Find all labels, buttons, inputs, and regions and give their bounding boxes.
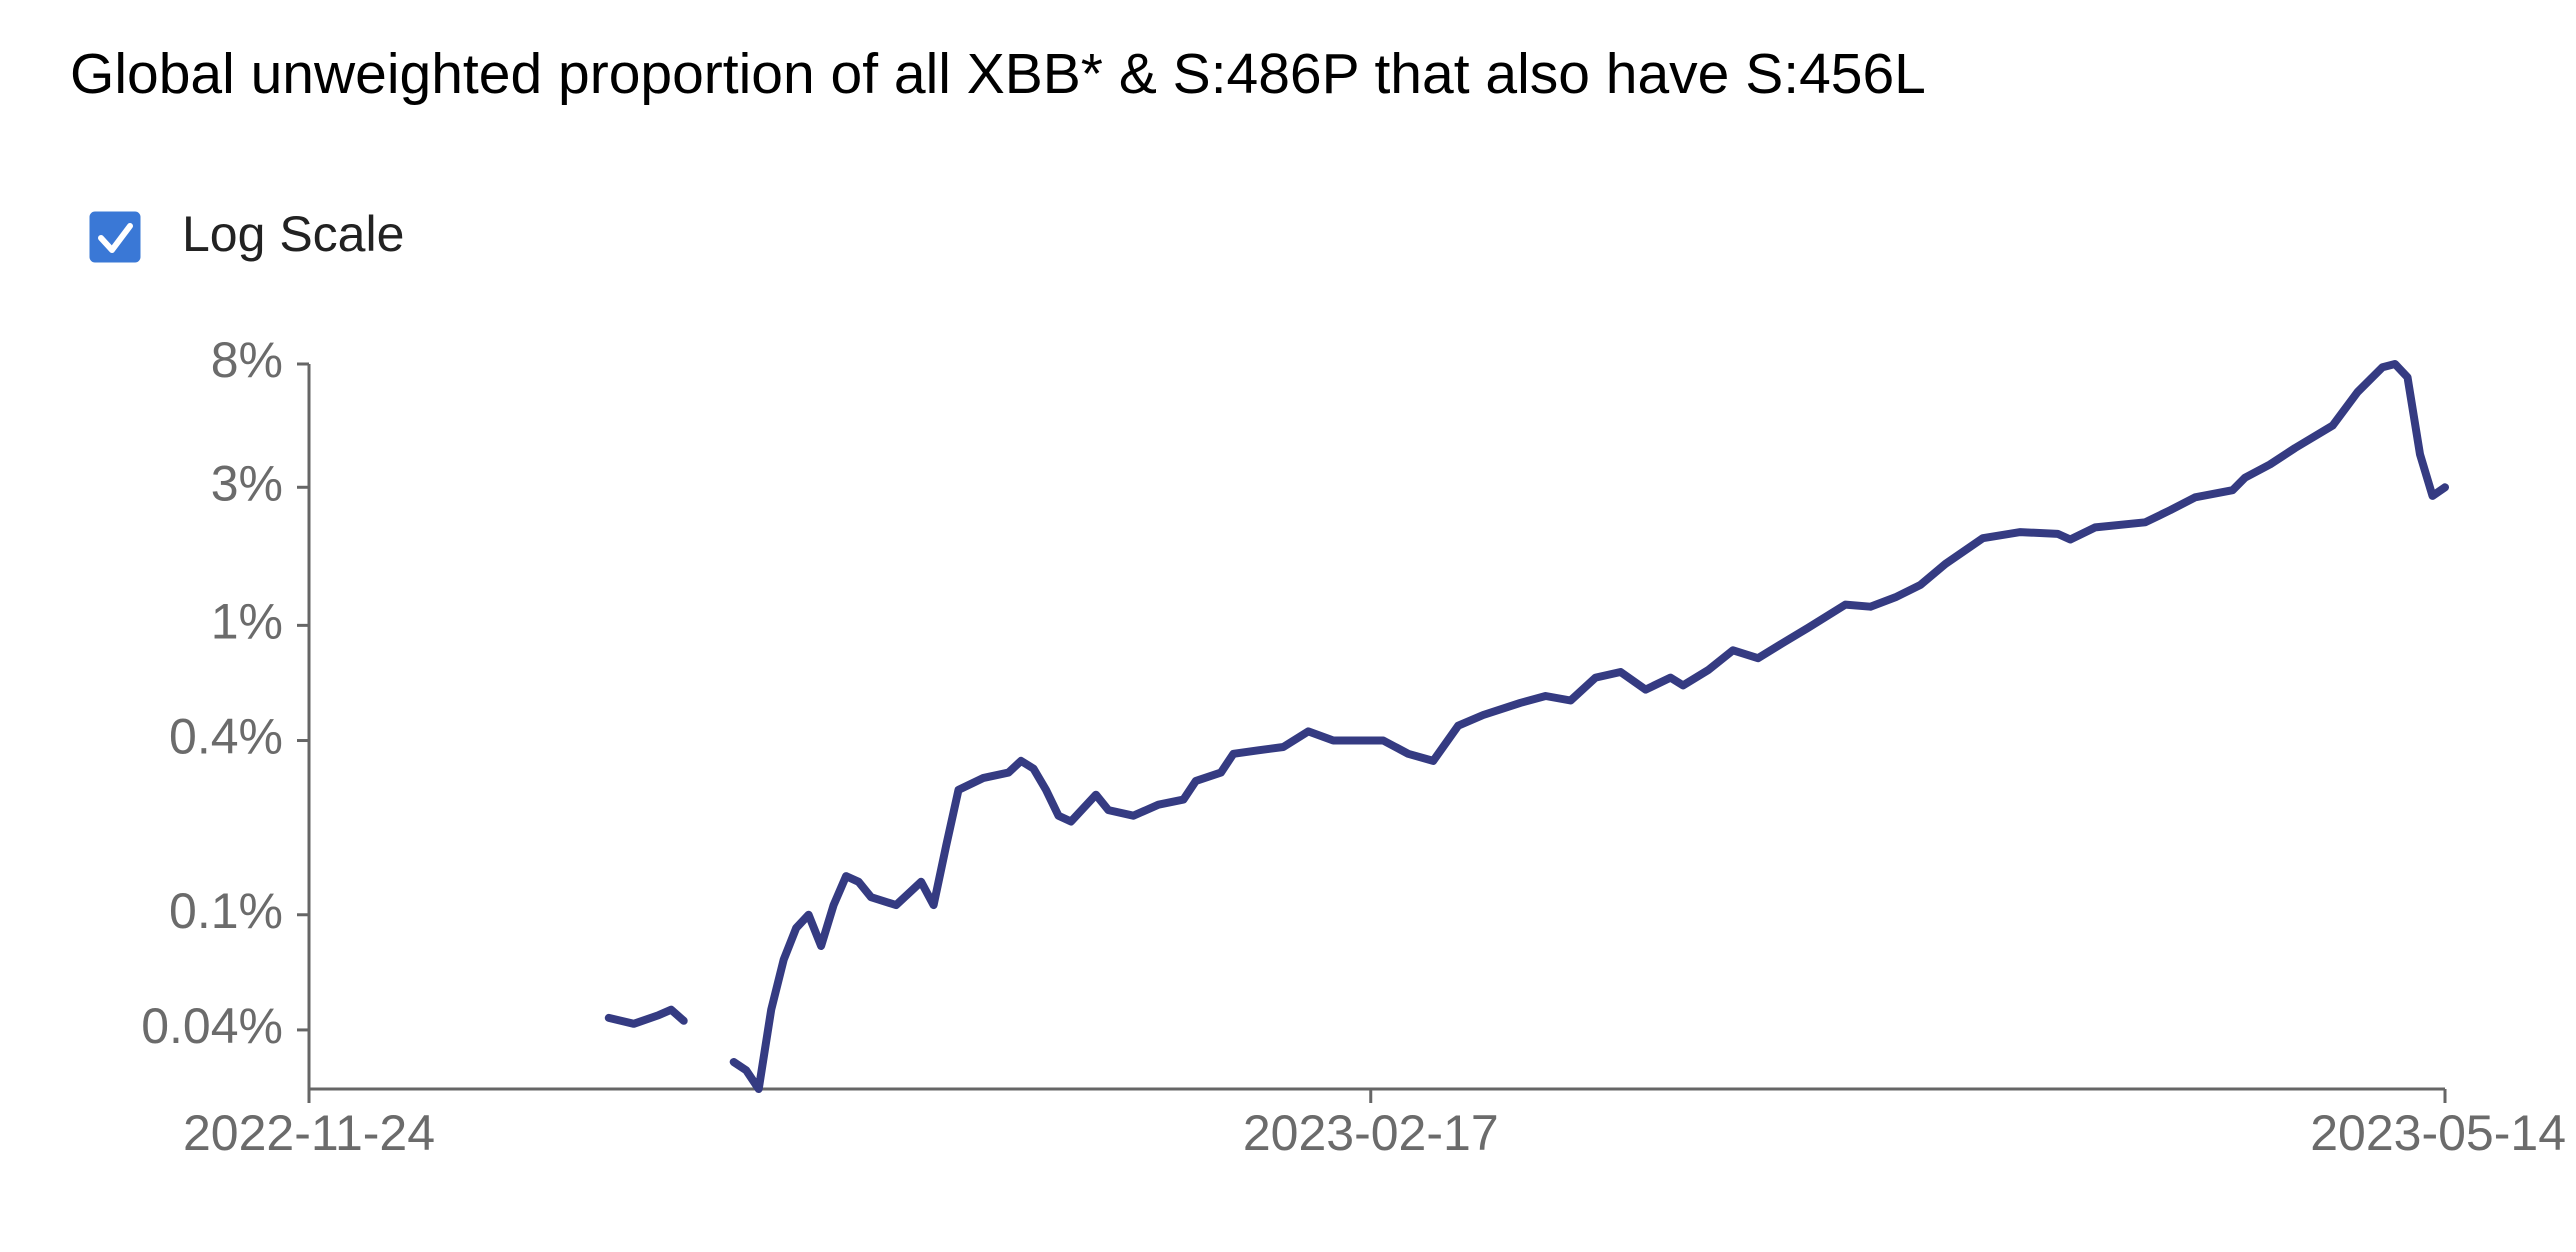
x-tick-label: 2023-02-17 [1243, 1105, 1499, 1161]
log-scale-toggle[interactable]: Log Scale [89, 206, 404, 263]
x-tick-label: 2023-05-14 [2310, 1105, 2566, 1161]
checkbox[interactable] [89, 211, 141, 263]
y-tick-label: 0.1% [169, 883, 283, 939]
x-tick-label: 2022-11-24 [183, 1105, 435, 1161]
y-tick-label: 3% [211, 455, 283, 511]
y-tick-label: 0.04% [141, 998, 283, 1054]
checkmark [98, 223, 133, 253]
y-tick-label: 8% [211, 332, 283, 388]
y-tick-label: 1% [211, 594, 283, 650]
data-line [604, 360, 2449, 1093]
checkbox-label[interactable]: Log Scale [182, 206, 404, 262]
y-tick-label: 0.4% [169, 709, 283, 765]
chart-title: Global unweighted proportion of all XBB*… [70, 42, 1926, 106]
